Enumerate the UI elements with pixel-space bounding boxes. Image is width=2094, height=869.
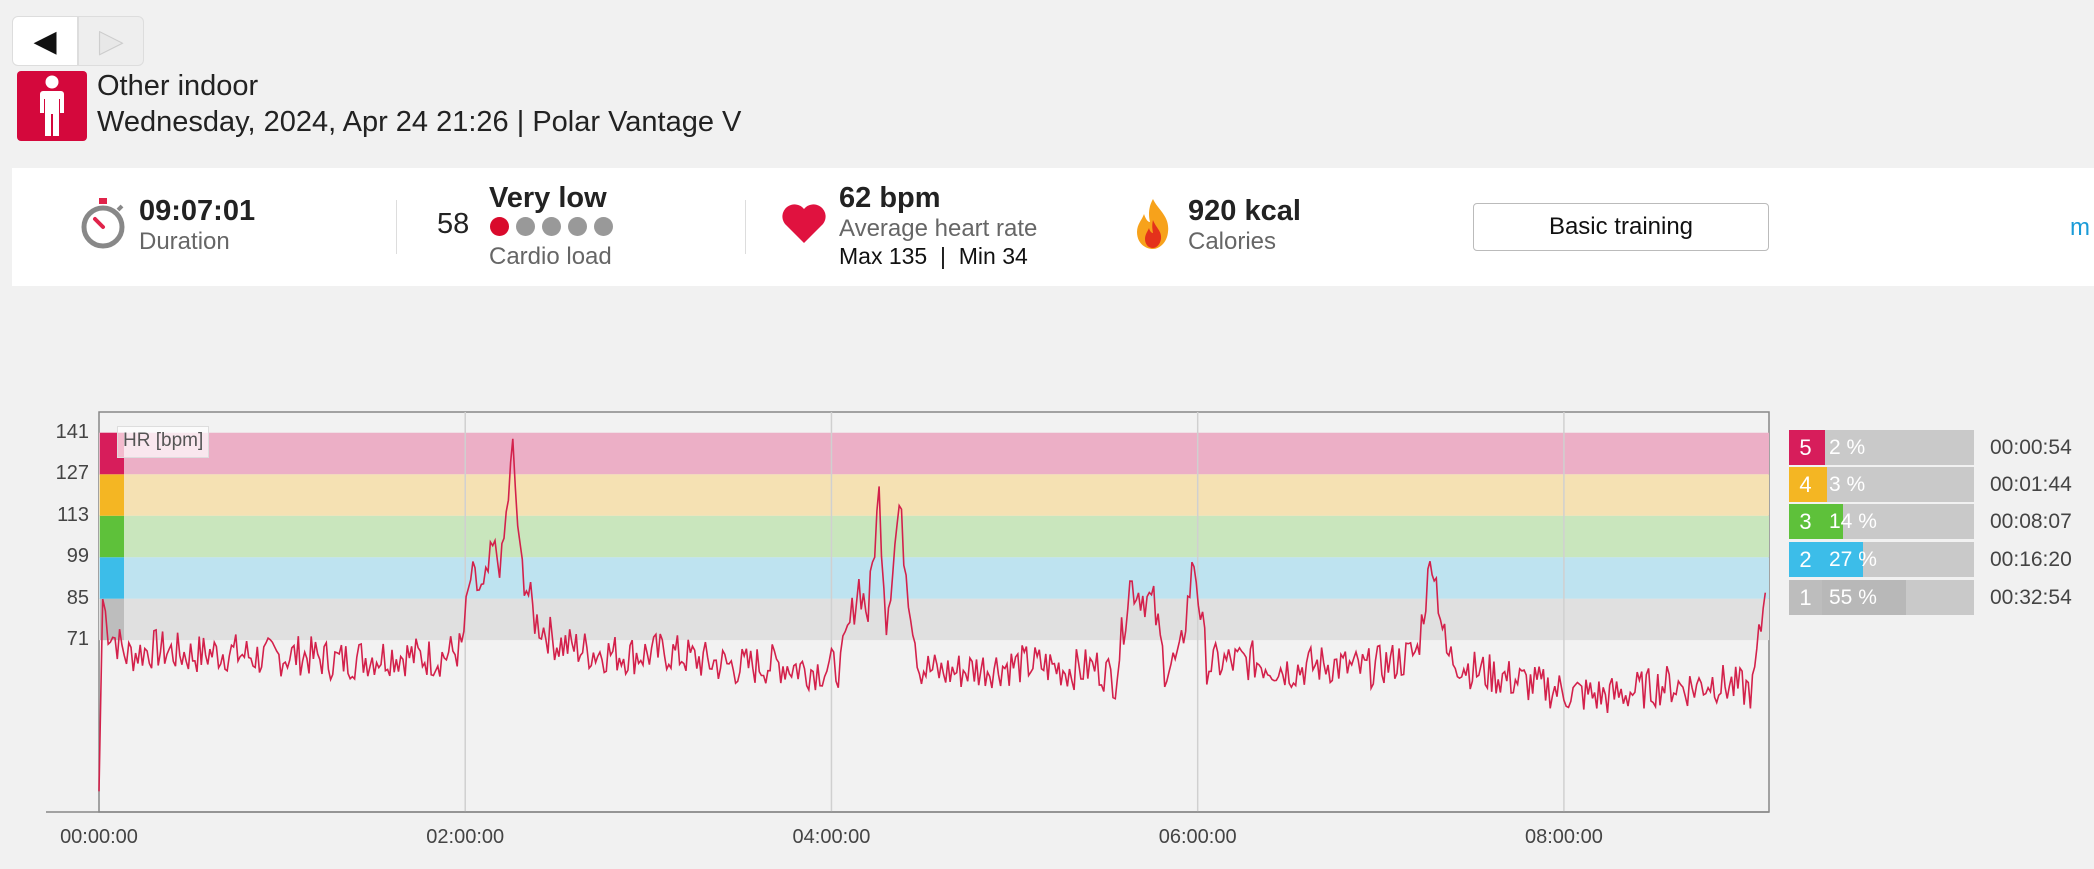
zone-row: 2 27 %: [1789, 542, 1974, 577]
zone-bar-fill: [1822, 504, 1843, 539]
zone-percent: 27 %: [1829, 548, 1877, 571]
duration-label: Duration: [139, 228, 230, 255]
hr-line: [98, 438, 1767, 792]
next-arrow-icon: ▶: [99, 24, 123, 58]
zone-percent: 55 %: [1829, 586, 1877, 609]
zone-bar-fill: [1822, 542, 1863, 577]
zone-row: 5 2 %: [1789, 430, 1974, 465]
cardio-dots: [490, 217, 620, 239]
cardio-load-stat: Very low Cardio load: [489, 182, 620, 271]
summary-bar: 09:07:01 Duration 58 Very low Cardio loa…: [12, 168, 2094, 286]
y-tick-label: 85: [66, 586, 89, 609]
cardio-dot: [594, 217, 613, 236]
stopwatch-icon: [80, 198, 126, 255]
basic-training-button[interactable]: Basic training: [1473, 203, 1769, 251]
heart-rate-stat: 62 bpm Average heart rate Max 135 | Min …: [839, 182, 1037, 270]
heart-icon: [781, 202, 827, 249]
zone-band: [99, 515, 1769, 558]
hr-series-label: HR [bpm]: [117, 426, 210, 458]
y-tick-label: 113: [57, 503, 89, 526]
cardio-dot: [542, 217, 561, 236]
duration-stat: 09:07:01 Duration: [139, 195, 255, 256]
session-subtitle: Wednesday, 2024, Apr 24 21:26 | Polar Va…: [97, 106, 742, 138]
x-tick-label: 04:00:00: [792, 826, 871, 848]
zone-marker: [100, 557, 124, 599]
cardio-dot: [490, 217, 509, 236]
calories-label: Calories: [1188, 228, 1277, 255]
y-tick-label: 71: [66, 628, 89, 651]
x-tick-label: 06:00:00: [1158, 826, 1237, 848]
zone-marker: [100, 474, 124, 516]
prev-arrow-icon: ◀: [33, 24, 57, 58]
zone-number: 5: [1789, 430, 1822, 465]
more-link[interactable]: m: [2070, 214, 2090, 241]
hr-average-value: 62 bpm: [839, 182, 941, 214]
zone-number: 4: [1789, 467, 1822, 502]
y-tick-label: 141: [55, 420, 89, 443]
zone-time: 00:00:54: [1990, 436, 2072, 459]
zone-time: 00:08:07: [1990, 510, 2072, 533]
x-tick-label: 02:00:00: [426, 826, 505, 848]
zone-number: 1: [1789, 580, 1822, 615]
x-tick-label: 00:00:00: [60, 826, 138, 848]
cardio-label: Cardio load: [489, 243, 612, 270]
next-button[interactable]: ▶: [78, 16, 144, 66]
zone-row: 3 14 %: [1789, 504, 1974, 539]
y-tick-label: 127: [55, 462, 89, 485]
previous-button[interactable]: ◀: [12, 16, 78, 66]
zone-percent: 14 %: [1829, 510, 1877, 533]
zone-time: 00:01:44: [1990, 473, 2072, 496]
hr-label: Average heart rate: [839, 215, 1038, 242]
zone-time: 00:32:54: [1990, 586, 2072, 609]
zone-bar-fill: [1822, 430, 1825, 465]
hr-max-min: Max 135 | Min 34: [839, 243, 1028, 269]
cardio-level: Very low: [489, 182, 607, 214]
duration-value: 09:07:01: [139, 195, 256, 227]
zone-row: 4 3 %: [1789, 467, 1974, 502]
y-tick-label: 99: [66, 545, 89, 568]
x-tick-label: 08:00:00: [1524, 826, 1603, 848]
zone-number: 2: [1789, 542, 1822, 577]
nav-arrows: ◀ ▶: [12, 16, 144, 66]
zone-band: [99, 557, 1769, 599]
divider: [745, 200, 746, 254]
person-icon: [17, 71, 87, 141]
zone-band: [99, 432, 1769, 475]
calories-value: 920 kcal: [1188, 195, 1301, 227]
sport-title: Other indoor: [97, 70, 259, 102]
zone-row: 1 55 %: [1789, 580, 1974, 615]
flame-icon: [1134, 198, 1172, 255]
calories-stat: 920 kcal Calories: [1188, 195, 1301, 256]
zone-bar-fill: [1822, 580, 1906, 615]
zone-marker: [100, 515, 124, 558]
cardio-dot: [568, 217, 587, 236]
divider: [396, 200, 397, 254]
zone-band: [99, 474, 1769, 516]
zone-bar-fill: [1822, 467, 1827, 502]
zone-percent: 2 %: [1829, 436, 1866, 459]
cardio-dot: [516, 217, 535, 236]
zone-band: [99, 598, 1769, 641]
zone-percent: 3 %: [1829, 473, 1866, 496]
zone-number: 3: [1789, 504, 1822, 539]
zone-time: 00:16:20: [1990, 548, 2072, 571]
cardio-load-value: 58: [437, 208, 470, 240]
